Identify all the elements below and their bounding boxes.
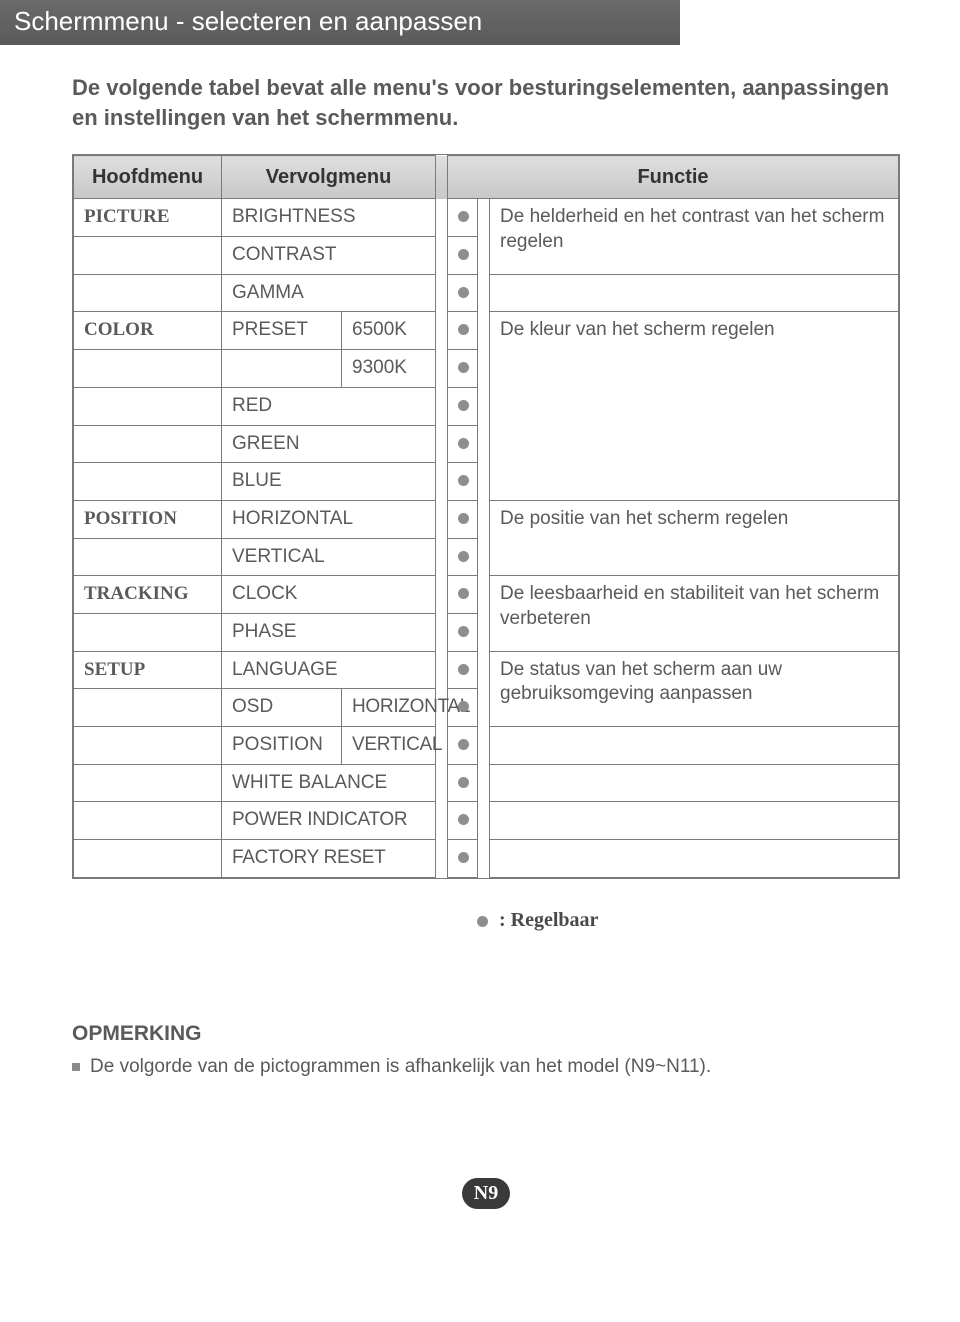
func-tracking: De leesbaarheid en stabiliteit van het s… [490, 576, 899, 651]
sub-phase: PHASE [222, 613, 436, 651]
head-func: Functie [448, 156, 899, 199]
sub-clock: CLOCK [222, 576, 436, 614]
func-position: De positie van het scherm regelen [490, 500, 899, 575]
func-color: De kleur van het scherm regelen [490, 312, 899, 500]
note-title: OPMERKING [72, 1022, 900, 1046]
page-content: De volgende tabel bevat alle menu's voor… [0, 73, 960, 1209]
row-setup-factory: FACTORY RESET [74, 840, 899, 878]
cat-picture: PICTURE [74, 199, 222, 237]
sub-language: LANGUAGE [222, 651, 436, 689]
dot-icon [458, 777, 469, 788]
dot-icon [477, 916, 488, 927]
sub-9300k: 9300K [342, 350, 436, 388]
row-tracking-clock: TRACKING CLOCK De leesbaarheid en stabil… [74, 576, 899, 614]
dot-icon [458, 588, 469, 599]
legend-text: : Regelbaar [499, 909, 598, 931]
sub-preset: PRESET [222, 312, 342, 350]
dot-icon [458, 701, 469, 712]
row-picture-gamma: GAMMA [74, 274, 899, 312]
intro-text: De volgende tabel bevat alle menu's voor… [72, 73, 900, 132]
dot-icon [458, 211, 469, 222]
row-picture-brightness: PICTURE BRIGHTNESS De helderheid en het … [74, 199, 899, 237]
menu-table-grid: Hoofdmenu Vervolgmenu Functie PICTURE BR… [73, 155, 899, 877]
dot-icon [458, 814, 469, 825]
func-setup: De status van het scherm aan uw gebruiks… [490, 651, 899, 726]
dot-icon [458, 664, 469, 675]
note-body: De volgorde van de pictogrammen is afhan… [72, 1056, 900, 1078]
sub-power-indicator: POWER INDICATOR [222, 802, 436, 840]
dot-icon [458, 249, 469, 260]
note-text: De volgorde van de pictogrammen is afhan… [90, 1056, 711, 1078]
row-setup-language: SETUP LANGUAGE De status van het scherm … [74, 651, 899, 689]
row-setup-power: POWER INDICATOR [74, 802, 899, 840]
dot-cell [448, 199, 478, 237]
sub-osd: OSD [222, 689, 342, 727]
sub-pos-v: VERTICAL [342, 727, 436, 765]
sub-white-balance: WHITE BALANCE [222, 764, 436, 802]
head-main: Hoofdmenu [74, 156, 222, 199]
dot-icon [458, 626, 469, 637]
cat-color: COLOR [74, 312, 222, 350]
cat-position: POSITION [74, 500, 222, 538]
table-head-row: Hoofdmenu Vervolgmenu Functie [74, 156, 899, 199]
row-position-h: POSITION HORIZONTAL De positie van het s… [74, 500, 899, 538]
sub-factory-reset: FACTORY RESET [222, 840, 436, 878]
cat-tracking: TRACKING [74, 576, 222, 614]
sub-brightness: BRIGHTNESS [222, 199, 436, 237]
sub-6500k: 6500K [342, 312, 436, 350]
sub-red: RED [222, 387, 436, 425]
square-bullet-icon [72, 1063, 80, 1071]
row-color-preset: COLOR PRESET 6500K De kleur van het sche… [74, 312, 899, 350]
dot-icon [458, 551, 469, 562]
page-number: N9 [462, 1178, 510, 1209]
head-sub: Vervolgmenu [222, 156, 436, 199]
page-header: Schermmenu - selecteren en aanpassen [0, 0, 680, 45]
sub-blue: BLUE [222, 463, 436, 501]
dot-icon [458, 438, 469, 449]
sub-position: POSITION [222, 727, 342, 765]
dot-icon [458, 852, 469, 863]
page-title: Schermmenu - selecteren en aanpassen [14, 6, 482, 36]
sub-gamma: GAMMA [222, 274, 436, 312]
cat-setup: SETUP [74, 651, 222, 689]
dot-icon [458, 324, 469, 335]
row-setup-wb: WHITE BALANCE [74, 764, 899, 802]
page-number-wrap: N9 [72, 1178, 900, 1209]
menu-table: Hoofdmenu Vervolgmenu Functie PICTURE BR… [72, 154, 900, 878]
dot-icon [458, 739, 469, 750]
row-setup-position: POSITION VERTICAL [74, 727, 899, 765]
sub-osd-h: HORIZONTAL [342, 689, 436, 727]
sub-vertical: VERTICAL [222, 538, 436, 576]
gap-cell [436, 156, 448, 199]
dot-icon [458, 475, 469, 486]
dot-icon [458, 287, 469, 298]
dot-icon [458, 362, 469, 373]
sub-horizontal: HORIZONTAL [222, 500, 436, 538]
dot-icon [458, 400, 469, 411]
sub-contrast: CONTRAST [222, 237, 436, 275]
dot-icon [458, 513, 469, 524]
func-picture: De helderheid en het contrast van het sc… [490, 199, 899, 274]
legend: : Regelbaar [72, 909, 900, 932]
sub-green: GREEN [222, 425, 436, 463]
